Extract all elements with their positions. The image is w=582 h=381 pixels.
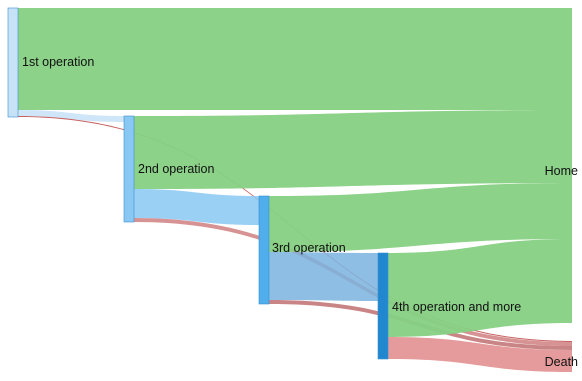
link-op2-to-op3	[134, 189, 259, 225]
link-op1-to-home	[18, 8, 572, 110]
label-home: Home	[545, 164, 578, 178]
label-op3: 3rd operation	[272, 241, 346, 255]
node-op1[interactable]	[7, 7, 19, 118]
node-op4[interactable]	[377, 252, 389, 360]
label-death: Death	[545, 355, 578, 369]
node-op2[interactable]	[123, 115, 135, 223]
label-op1: 1st operation	[22, 55, 94, 69]
labels-layer: 1st operation 2nd operation 3rd operation 4…	[22, 55, 578, 369]
link-op3-to-home	[269, 183, 572, 252]
link-op3-to-op4	[269, 252, 378, 301]
link-op1-to-op2	[18, 110, 124, 122]
node-op3[interactable]	[258, 195, 270, 305]
links-layer	[18, 8, 572, 372]
link-op2-to-home	[134, 110, 572, 189]
link-op4-to-death	[388, 337, 572, 372]
link-op4-to-home	[388, 239, 572, 337]
label-op2: 2nd operation	[138, 162, 215, 176]
label-op4: 4th operation and more	[392, 300, 521, 314]
nodes-layer	[7, 7, 389, 360]
